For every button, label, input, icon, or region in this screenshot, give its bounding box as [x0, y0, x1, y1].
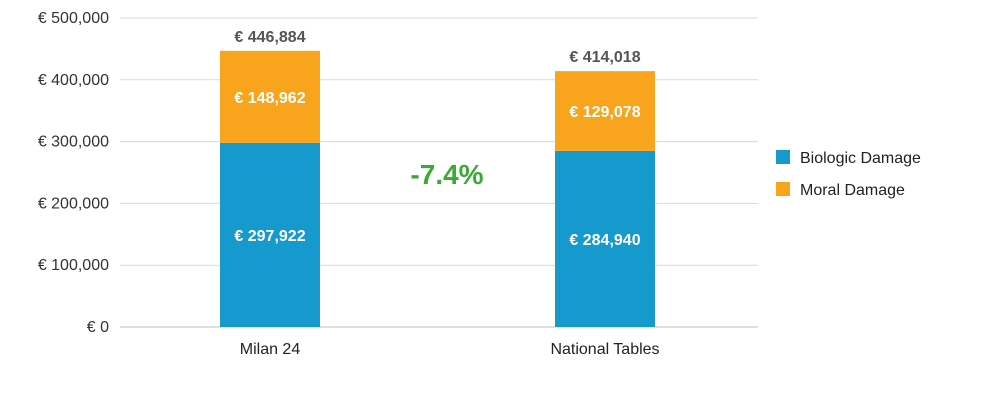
x-category-label: National Tables	[550, 341, 659, 358]
legend-label: Moral Damage	[800, 182, 905, 199]
bars: € 297,922 € 148,962 € 446,884 € 284,940 € 12…	[220, 29, 655, 327]
bar-segment-biologic-damage	[555, 150, 655, 327]
y-tick-label: € 100,000	[38, 257, 109, 274]
difference-annotation: -7.4%	[410, 159, 483, 190]
legend-swatch	[776, 150, 790, 164]
bar-segment-biologic-damage	[220, 142, 320, 327]
y-tick-label: € 500,000	[38, 10, 109, 27]
legend-label: Biologic Damage	[800, 150, 921, 167]
total-data-label: € 414,018	[569, 49, 640, 66]
segment-data-label: € 284,940	[569, 232, 640, 249]
y-axis-ticks: € 0 € 100,000 € 200,000 € 300,000 € 400,000 €…	[38, 10, 109, 336]
legend: Biologic Damage Moral Damage	[776, 150, 921, 199]
y-tick-label: € 300,000	[38, 134, 109, 151]
total-data-label: € 446,884	[234, 29, 305, 46]
y-tick-label: € 200,000	[38, 195, 109, 212]
x-category-label: Milan 24	[240, 341, 301, 358]
segment-data-label: € 129,078	[569, 104, 640, 121]
segment-data-label: € 297,922	[234, 228, 305, 245]
bar-segment-moral-damage	[220, 50, 320, 143]
x-axis-labels: Milan 24 National Tables	[240, 341, 660, 358]
legend-swatch	[776, 182, 790, 196]
bar-segment-moral-damage	[555, 71, 655, 151]
y-tick-label: € 400,000	[38, 72, 109, 89]
y-tick-label: € 0	[87, 319, 109, 336]
segment-data-label: € 148,962	[234, 90, 305, 107]
